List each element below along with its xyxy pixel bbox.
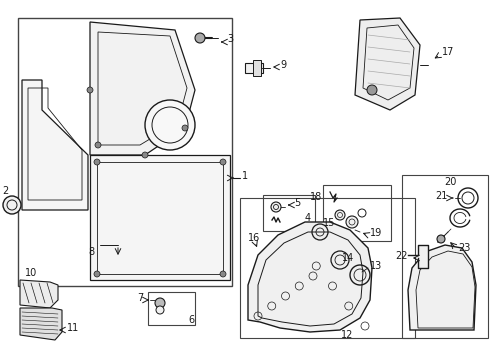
Circle shape [220,271,226,277]
Circle shape [94,159,100,165]
Text: 1: 1 [242,171,248,181]
Circle shape [367,85,377,95]
Text: 15: 15 [323,218,335,228]
Text: 21: 21 [436,191,448,201]
Polygon shape [20,280,58,308]
Circle shape [95,142,101,148]
Polygon shape [408,245,476,330]
Polygon shape [22,80,88,210]
Bar [97,162,223,274]
Text: 22: 22 [395,251,408,261]
Bar [263,195,315,231]
Text: 7: 7 [137,293,143,303]
Bar [90,155,230,280]
Circle shape [220,159,226,165]
Text: 3: 3 [227,34,233,44]
Text: 6: 6 [188,315,194,325]
Text: 2: 2 [2,186,8,196]
Text: 17: 17 [442,47,454,57]
Circle shape [156,306,164,314]
Text: 18: 18 [310,192,322,202]
Bar [253,60,261,76]
Circle shape [142,152,148,158]
Bar [245,63,263,73]
Circle shape [94,271,100,277]
Circle shape [437,235,445,243]
Circle shape [155,298,165,308]
Circle shape [346,216,358,228]
Text: 11: 11 [67,323,79,333]
Circle shape [182,125,188,131]
Polygon shape [248,222,372,332]
Text: 23: 23 [458,243,470,253]
Text: 5: 5 [294,198,300,208]
Text: 8: 8 [88,247,94,257]
Text: 9: 9 [280,60,286,70]
Circle shape [87,87,93,93]
Circle shape [335,210,345,220]
Text: 14: 14 [342,253,354,263]
Circle shape [271,202,281,212]
Polygon shape [90,22,195,155]
Circle shape [195,33,205,43]
Polygon shape [20,308,62,340]
Text: 13: 13 [370,261,382,271]
Text: 19: 19 [370,228,382,238]
Polygon shape [408,245,428,268]
Text: 20: 20 [444,177,456,187]
Text: 4: 4 [305,213,311,223]
Bar [18,18,232,286]
Circle shape [145,100,195,150]
Bar [323,185,391,241]
Bar [402,175,488,338]
Text: 16: 16 [248,233,260,243]
Polygon shape [355,18,420,110]
Bar [148,292,195,325]
Circle shape [3,196,21,214]
Bar [240,198,415,338]
Text: 12: 12 [341,330,353,340]
Text: 10: 10 [25,268,37,278]
